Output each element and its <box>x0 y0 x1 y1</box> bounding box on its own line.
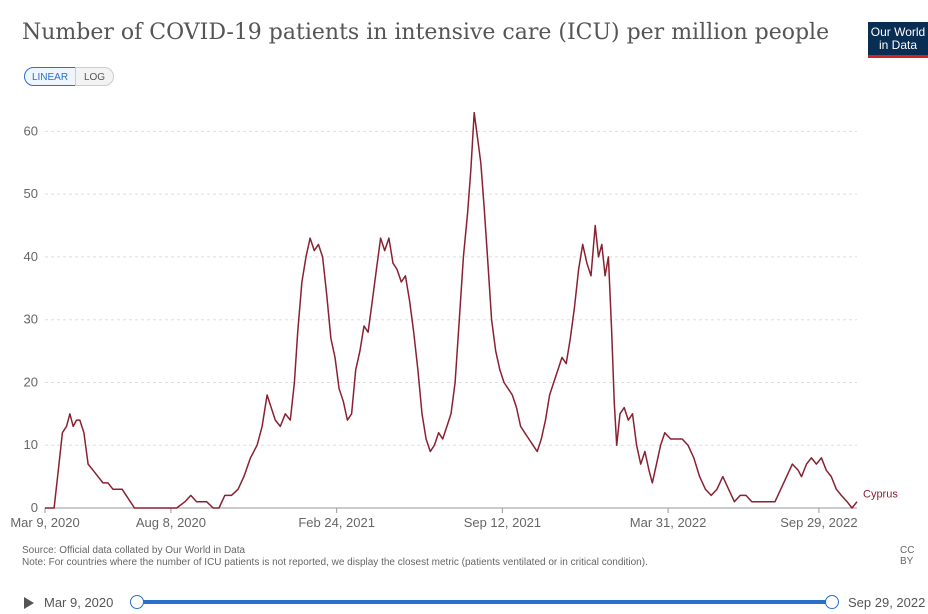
logo-line-2: in Data <box>878 38 918 52</box>
source-note: Source: Official data collated by Our Wo… <box>22 545 246 556</box>
x-tick-label: Mar 9, 2020 <box>10 515 79 530</box>
timeline-start-label: Mar 9, 2020 <box>44 595 114 610</box>
x-tick-label: Sep 12, 2021 <box>464 515 541 530</box>
methodology-note: Note: For countries where the number of … <box>22 557 648 568</box>
x-axis-ticks: Mar 9, 2020 Aug 8, 2020 Feb 24, 2021 Sep 12… <box>10 508 858 530</box>
x-tick-label: Sep 29, 2022 <box>780 515 857 530</box>
y-tick-label: 50 <box>24 186 38 201</box>
owid-logo[interactable]: Our World in Data <box>868 22 928 58</box>
series-label: Cyprus <box>863 489 898 501</box>
x-tick-label: Aug 8, 2020 <box>136 515 206 530</box>
license-link[interactable]: CC BY <box>900 545 915 567</box>
linear-scale-button[interactable]: LINEAR <box>24 67 76 86</box>
y-tick-label: 0 <box>31 500 38 515</box>
series-line[interactable] <box>45 111 858 509</box>
logo-line-1: Our World <box>870 25 926 39</box>
timeline-start-handle[interactable] <box>130 595 144 609</box>
timeline-end-label: Sep 29, 2022 <box>848 595 926 610</box>
y-axis-ticks: 0 10 20 30 40 50 60 <box>24 123 38 515</box>
series-group: Cyprus <box>45 111 898 509</box>
y-tick-label: 60 <box>24 123 38 138</box>
x-tick-label: Feb 24, 2021 <box>298 515 375 530</box>
y-tick-label: 10 <box>24 437 38 452</box>
y-tick-label: 20 <box>24 374 38 389</box>
y-tick-label: 30 <box>24 312 38 327</box>
timeline-track[interactable] <box>136 600 832 604</box>
line-chart: 0 10 20 30 40 50 60 Mar 9, 2020 Aug 8, 2020 Feb … <box>10 111 898 530</box>
chart-title: Number of COVID-19 patients in intensive… <box>22 20 830 45</box>
x-tick-label: Mar 31, 2022 <box>630 515 707 530</box>
timeline-control: Mar 9, 2020 Sep 29, 2022 <box>0 590 928 614</box>
play-icon[interactable] <box>24 597 34 609</box>
log-scale-button[interactable]: LOG <box>75 67 114 86</box>
gridlines <box>45 130 857 509</box>
timeline-end-handle[interactable] <box>825 595 839 609</box>
y-tick-label: 40 <box>24 249 38 264</box>
